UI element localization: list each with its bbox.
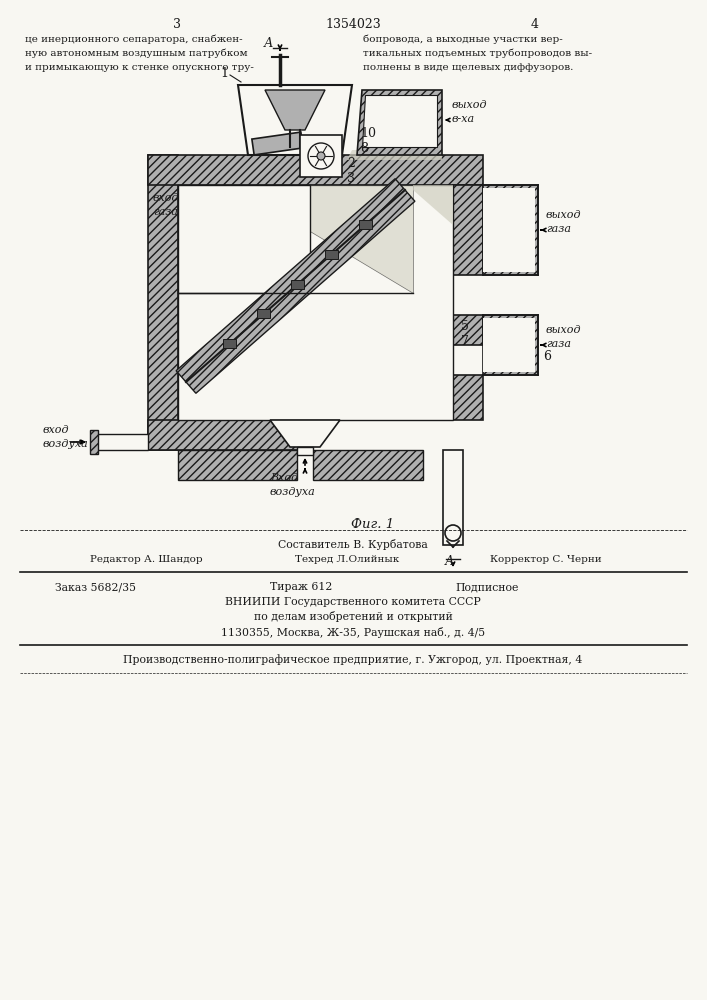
Polygon shape [176,179,415,393]
Circle shape [308,143,334,169]
Polygon shape [443,450,463,545]
Text: Вход
воздуха: Вход воздуха [270,473,316,497]
Polygon shape [238,85,352,155]
Polygon shape [483,315,538,375]
Text: 4: 4 [531,18,539,31]
Polygon shape [148,155,483,185]
Polygon shape [178,450,297,480]
Polygon shape [453,315,483,345]
Polygon shape [148,420,308,450]
Text: Техред Л.Олийнык: Техред Л.Олийнык [295,556,399,564]
Text: Редактор А. Шандор: Редактор А. Шандор [90,556,203,564]
Text: 3: 3 [173,18,181,31]
Text: выход
в-ха: выход в-ха [452,100,488,124]
Polygon shape [453,185,483,275]
Polygon shape [362,95,437,147]
Text: 6: 6 [543,350,551,363]
Text: Фиг. 1: Фиг. 1 [351,518,395,532]
Polygon shape [223,339,236,348]
Text: выход
газа: выход газа [546,210,581,234]
Text: 8: 8 [360,142,368,155]
Polygon shape [178,185,269,293]
Text: 1354023: 1354023 [325,18,381,31]
Polygon shape [347,150,442,160]
Text: це инерционного сепаратора, снабжен-
ную автономным воздушным патрубком
и примык: це инерционного сепаратора, снабжен- ную… [25,35,254,72]
Circle shape [317,152,325,160]
Text: Составитель В. Курбатова: Составитель В. Курбатова [278,538,428,550]
Text: Заказ 5682/35: Заказ 5682/35 [55,582,136,592]
Text: вход
воздуха: вход воздуха [43,425,89,449]
Polygon shape [90,430,98,454]
Polygon shape [297,447,313,455]
Polygon shape [300,135,342,177]
Polygon shape [233,185,413,293]
Text: Производственно-полиграфическое предприятие, г. Ужгород, ул. Проектная, 4: Производственно-полиграфическое предприя… [124,655,583,665]
Text: 5: 5 [461,320,469,333]
Polygon shape [359,220,372,229]
Text: 1130355, Москва, Ж-35, Раушская наб., д. 4/5: 1130355, Москва, Ж-35, Раушская наб., д.… [221,626,485,638]
Text: выход
газа: выход газа [546,325,581,349]
Polygon shape [483,318,535,372]
Polygon shape [453,375,483,420]
Circle shape [445,525,461,541]
Text: Корректор С. Черни: Корректор С. Черни [490,556,602,564]
Polygon shape [325,250,338,259]
Polygon shape [357,90,442,155]
Polygon shape [93,434,148,450]
Text: по делам изобретений и открытий: по делам изобретений и открытий [254,611,452,622]
Polygon shape [270,420,340,447]
Text: ВНИИПИ Государственного комитета СССР: ВНИИПИ Государственного комитета СССР [225,597,481,607]
Polygon shape [178,185,310,293]
Text: 2: 2 [347,157,355,170]
Polygon shape [148,155,178,450]
Text: 3: 3 [347,172,355,185]
Text: А: А [264,37,274,50]
Polygon shape [483,188,535,272]
Polygon shape [413,185,453,225]
Text: вход
газа: вход газа [153,193,180,217]
Polygon shape [178,185,453,420]
Text: А: А [445,555,455,568]
Polygon shape [252,132,303,155]
Text: 1: 1 [220,67,228,80]
Text: Подписное: Подписное [455,582,518,592]
Text: 7: 7 [461,335,469,348]
Polygon shape [265,90,325,130]
Text: бопровода, а выходные участки вер-
тикальных подъемных трубопроводов вы-
полнены: бопровода, а выходные участки вер- тикал… [363,35,592,72]
Text: 10: 10 [360,127,376,140]
Polygon shape [291,280,304,289]
Polygon shape [483,185,538,275]
Polygon shape [257,309,270,318]
Text: Тираж 612: Тираж 612 [270,582,332,592]
Polygon shape [313,450,423,480]
